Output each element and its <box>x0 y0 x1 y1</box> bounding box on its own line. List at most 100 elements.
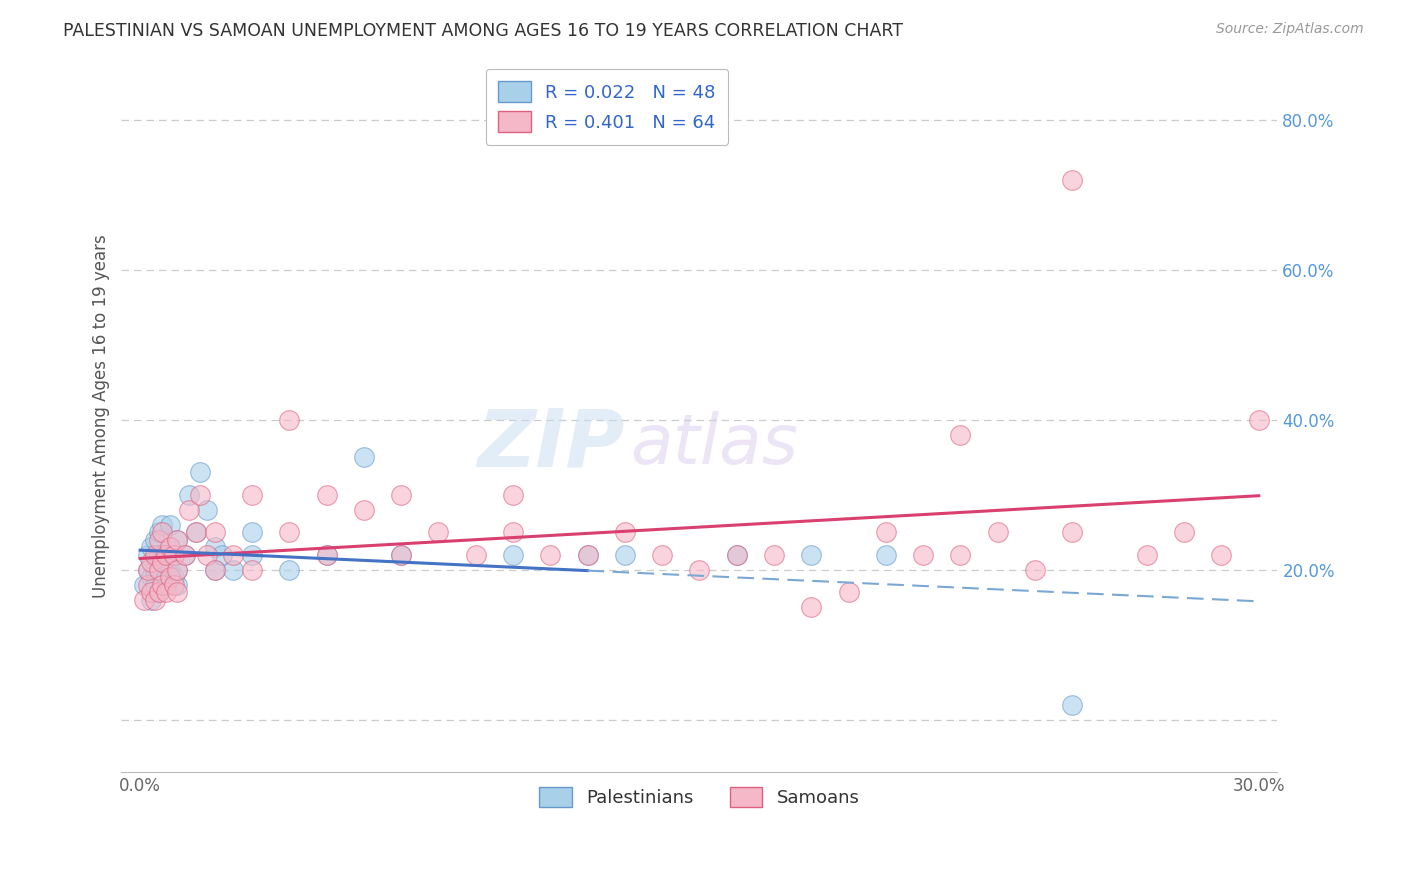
Point <box>222 563 245 577</box>
Point <box>166 585 188 599</box>
Point <box>315 548 337 562</box>
Point <box>389 487 412 501</box>
Point <box>155 548 177 562</box>
Point <box>141 592 163 607</box>
Point <box>502 548 524 562</box>
Y-axis label: Unemployment Among Ages 16 to 19 years: Unemployment Among Ages 16 to 19 years <box>93 234 110 598</box>
Point <box>240 563 263 577</box>
Point <box>184 525 207 540</box>
Point <box>875 548 897 562</box>
Point <box>148 585 170 599</box>
Point <box>173 548 195 562</box>
Text: Source: ZipAtlas.com: Source: ZipAtlas.com <box>1216 22 1364 37</box>
Point <box>427 525 450 540</box>
Text: ZIP: ZIP <box>477 405 624 483</box>
Point <box>1211 548 1233 562</box>
Point <box>148 548 170 562</box>
Point <box>613 525 636 540</box>
Point <box>1024 563 1046 577</box>
Point <box>136 577 159 591</box>
Point <box>211 548 233 562</box>
Point <box>762 548 785 562</box>
Point <box>800 548 823 562</box>
Point <box>725 548 748 562</box>
Point <box>838 585 860 599</box>
Text: PALESTINIAN VS SAMOAN UNEMPLOYMENT AMONG AGES 16 TO 19 YEARS CORRELATION CHART: PALESTINIAN VS SAMOAN UNEMPLOYMENT AMONG… <box>63 22 903 40</box>
Point <box>148 563 170 577</box>
Point <box>148 563 170 577</box>
Point <box>159 570 181 584</box>
Point <box>141 540 163 554</box>
Point <box>152 570 174 584</box>
Point <box>159 517 181 532</box>
Point <box>184 525 207 540</box>
Point <box>166 577 188 591</box>
Point <box>1173 525 1195 540</box>
Point <box>159 540 181 554</box>
Point <box>141 585 163 599</box>
Point <box>163 548 186 562</box>
Point <box>141 555 163 569</box>
Point <box>576 548 599 562</box>
Point <box>159 563 181 577</box>
Text: atlas: atlas <box>630 411 799 478</box>
Point <box>389 548 412 562</box>
Point <box>136 548 159 562</box>
Point <box>148 525 170 540</box>
Point <box>240 525 263 540</box>
Point <box>188 487 211 501</box>
Legend: Palestinians, Samoans: Palestinians, Samoans <box>530 778 869 816</box>
Point <box>688 563 710 577</box>
Point <box>152 525 174 540</box>
Point <box>278 563 301 577</box>
Point <box>173 548 195 562</box>
Point <box>166 563 188 577</box>
Point <box>222 548 245 562</box>
Point <box>163 577 186 591</box>
Point <box>240 487 263 501</box>
Point <box>502 487 524 501</box>
Point <box>195 548 218 562</box>
Point <box>1062 172 1084 186</box>
Point <box>538 548 561 562</box>
Point <box>163 570 186 584</box>
Point <box>353 450 375 464</box>
Point <box>163 548 186 562</box>
Point <box>152 517 174 532</box>
Point <box>389 548 412 562</box>
Point <box>155 585 177 599</box>
Point <box>141 570 163 584</box>
Point <box>1062 698 1084 712</box>
Point <box>143 548 166 562</box>
Point <box>166 563 188 577</box>
Point <box>204 540 226 554</box>
Point <box>136 563 159 577</box>
Point <box>177 487 200 501</box>
Point <box>204 525 226 540</box>
Point <box>136 563 159 577</box>
Point <box>148 533 170 547</box>
Point <box>949 548 972 562</box>
Point <box>315 487 337 501</box>
Point <box>278 525 301 540</box>
Point <box>204 563 226 577</box>
Point <box>143 533 166 547</box>
Point <box>132 577 155 591</box>
Point <box>152 548 174 562</box>
Point <box>166 533 188 547</box>
Point <box>987 525 1010 540</box>
Point <box>912 548 935 562</box>
Point <box>143 563 166 577</box>
Point <box>188 465 211 479</box>
Point <box>148 585 170 599</box>
Point <box>949 427 972 442</box>
Point <box>132 592 155 607</box>
Point <box>278 412 301 426</box>
Point <box>240 548 263 562</box>
Point <box>143 592 166 607</box>
Point <box>576 548 599 562</box>
Point <box>1136 548 1159 562</box>
Point <box>800 600 823 615</box>
Point <box>152 577 174 591</box>
Point <box>204 563 226 577</box>
